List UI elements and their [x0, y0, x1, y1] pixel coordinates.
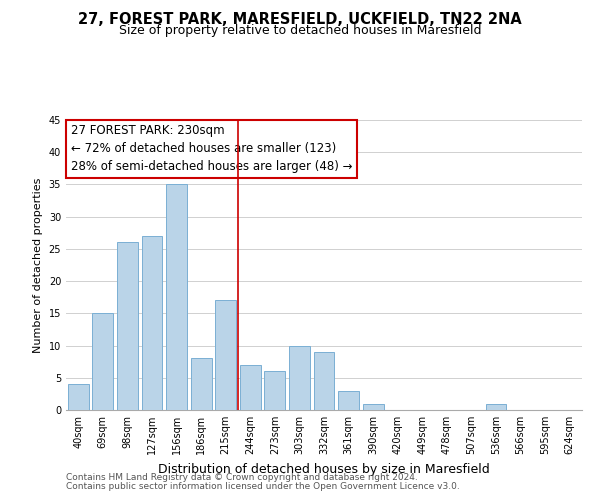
- Bar: [338, 390, 359, 410]
- Text: Size of property relative to detached houses in Maresfield: Size of property relative to detached ho…: [119, 24, 481, 37]
- Y-axis label: Number of detached properties: Number of detached properties: [33, 178, 43, 352]
- Text: Contains HM Land Registry data © Crown copyright and database right 2024.: Contains HM Land Registry data © Crown c…: [66, 474, 418, 482]
- Text: 27 FOREST PARK: 230sqm
← 72% of detached houses are smaller (123)
28% of semi-de: 27 FOREST PARK: 230sqm ← 72% of detached…: [71, 124, 353, 174]
- Bar: [265, 372, 286, 410]
- Bar: [362, 404, 383, 410]
- Bar: [117, 242, 138, 410]
- Bar: [240, 365, 261, 410]
- Text: 27, FOREST PARK, MARESFIELD, UCKFIELD, TN22 2NA: 27, FOREST PARK, MARESFIELD, UCKFIELD, T…: [78, 12, 522, 28]
- Bar: [166, 184, 187, 410]
- X-axis label: Distribution of detached houses by size in Maresfield: Distribution of detached houses by size …: [158, 462, 490, 475]
- Bar: [215, 300, 236, 410]
- Bar: [314, 352, 334, 410]
- Bar: [68, 384, 89, 410]
- Bar: [289, 346, 310, 410]
- Bar: [485, 404, 506, 410]
- Bar: [92, 314, 113, 410]
- Text: Contains public sector information licensed under the Open Government Licence v3: Contains public sector information licen…: [66, 482, 460, 491]
- Bar: [142, 236, 163, 410]
- Bar: [191, 358, 212, 410]
